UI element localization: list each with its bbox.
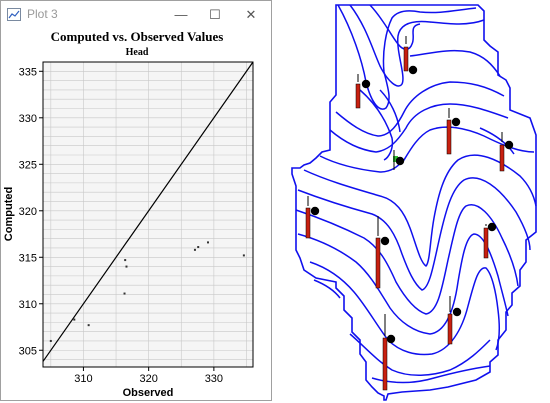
data-point: [242, 254, 245, 257]
y-tick-label: 335: [19, 66, 37, 78]
well: [499, 132, 514, 172]
scatter-chart: Computed vs. Observed Values Head 310 320…: [3, 29, 254, 399]
plot-window: Plot 3 — ☐ ✕ Computed vs. Observed Value…: [0, 0, 272, 401]
well: [483, 222, 497, 259]
data-point: [197, 246, 200, 249]
x-axis-label: Observed: [123, 387, 174, 399]
reference-line: [42, 61, 254, 362]
data-point: [87, 324, 90, 327]
y-axis-ticks: 305 310 315 320 325 330 335: [19, 66, 43, 357]
contour-lines: [295, 4, 537, 384]
x-tick-label: 310: [74, 373, 92, 385]
data-point: [125, 265, 128, 268]
x-axis-ticks: 310 320 330: [74, 367, 223, 385]
window-title: Plot 3: [27, 7, 58, 21]
well: [375, 216, 390, 289]
data-point: [207, 241, 209, 244]
well: [382, 314, 396, 391]
data-points: [49, 241, 245, 342]
data-point: [123, 292, 126, 295]
x-tick-label: 330: [205, 373, 223, 385]
data-point: [124, 259, 127, 262]
window-titlebar[interactable]: Plot 3 — ☐ ✕: [1, 1, 271, 29]
chart-app-icon: [7, 8, 21, 21]
data-point: [73, 318, 76, 321]
close-button[interactable]: ✕: [233, 1, 269, 29]
data-point: [193, 248, 196, 251]
y-tick-label: 325: [19, 159, 37, 171]
well: [393, 150, 405, 170]
minimize-icon: —: [174, 7, 188, 22]
well: [447, 296, 462, 345]
well: [403, 36, 418, 75]
well: [355, 74, 371, 109]
green-marker: [393, 156, 398, 162]
grid-lines: [43, 61, 253, 367]
y-tick-label: 305: [19, 345, 37, 357]
minimize-button[interactable]: —: [163, 1, 199, 29]
x-tick-label: 320: [139, 373, 157, 385]
y-tick-label: 310: [19, 299, 37, 311]
close-icon: ✕: [245, 7, 257, 22]
well: [305, 196, 320, 239]
model-boundary: [291, 4, 537, 401]
chart-subtitle: Head: [126, 47, 149, 58]
y-tick-label: 330: [19, 113, 37, 125]
y-tick-label: 315: [19, 252, 37, 264]
y-axis-label: Computed: [3, 187, 15, 241]
chart-title: Computed vs. Observed Values: [51, 29, 224, 44]
data-point: [49, 339, 52, 342]
y-tick-label: 320: [19, 206, 37, 218]
plot-frame: [42, 61, 254, 368]
contour-map: [291, 4, 537, 401]
observation-wells: [305, 36, 514, 391]
well: [446, 108, 461, 155]
maximize-button[interactable]: ☐: [197, 1, 233, 29]
maximize-icon: ☐: [209, 7, 221, 22]
